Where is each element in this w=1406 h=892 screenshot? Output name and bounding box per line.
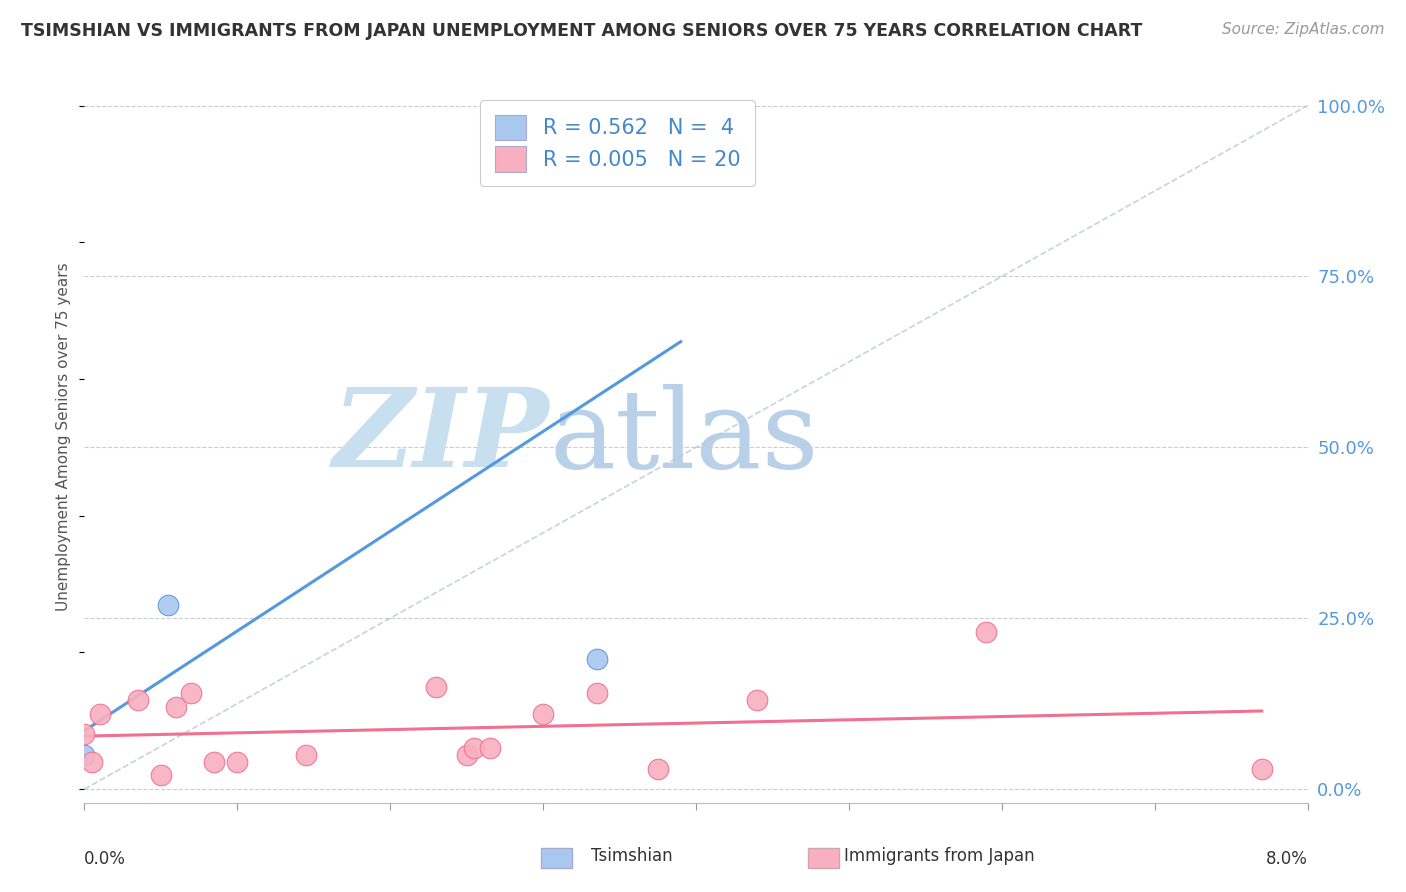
Point bbox=[73, 727, 96, 741]
Point bbox=[531, 706, 554, 721]
Point bbox=[80, 755, 103, 769]
Point bbox=[202, 755, 225, 769]
Point bbox=[585, 686, 607, 700]
Text: 8.0%: 8.0% bbox=[1265, 850, 1308, 868]
Point bbox=[669, 119, 692, 133]
Point bbox=[1250, 762, 1272, 776]
Point bbox=[157, 598, 180, 612]
Point bbox=[585, 652, 607, 666]
Point bbox=[747, 693, 769, 707]
Point bbox=[425, 680, 447, 694]
Text: ZIP: ZIP bbox=[333, 384, 550, 491]
Text: atlas: atlas bbox=[550, 384, 818, 491]
Point bbox=[463, 741, 485, 756]
Y-axis label: Unemployment Among Seniors over 75 years: Unemployment Among Seniors over 75 years bbox=[56, 263, 72, 611]
Point bbox=[149, 768, 172, 782]
Point bbox=[180, 686, 202, 700]
Point bbox=[226, 755, 249, 769]
Text: Tsimshian: Tsimshian bbox=[591, 847, 672, 865]
Text: Immigrants from Japan: Immigrants from Japan bbox=[844, 847, 1035, 865]
Text: Source: ZipAtlas.com: Source: ZipAtlas.com bbox=[1222, 22, 1385, 37]
Point bbox=[73, 747, 96, 762]
Point bbox=[165, 700, 187, 714]
Point bbox=[647, 762, 669, 776]
Point bbox=[478, 741, 501, 756]
Point bbox=[295, 747, 318, 762]
Text: 0.0%: 0.0% bbox=[84, 850, 127, 868]
Point bbox=[127, 693, 149, 707]
Text: TSIMSHIAN VS IMMIGRANTS FROM JAPAN UNEMPLOYMENT AMONG SENIORS OVER 75 YEARS CORR: TSIMSHIAN VS IMMIGRANTS FROM JAPAN UNEMP… bbox=[21, 22, 1143, 40]
Point bbox=[456, 747, 478, 762]
Point bbox=[976, 624, 998, 639]
Point bbox=[89, 706, 111, 721]
Legend: R = 0.562   N =  4, R = 0.005   N = 20: R = 0.562 N = 4, R = 0.005 N = 20 bbox=[479, 100, 755, 186]
